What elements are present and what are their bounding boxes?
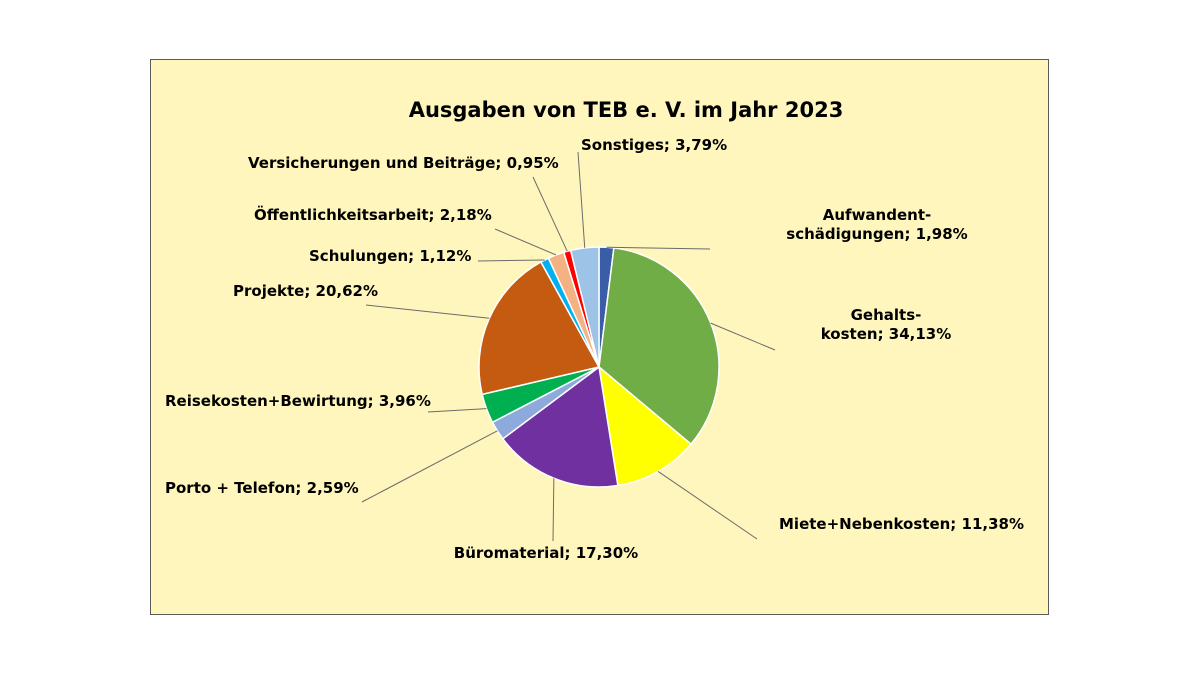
leader-line-1	[606, 246, 711, 250]
data-label-6: Reisekosten+Bewirtung; 3,96%	[165, 392, 431, 410]
leader-line-4	[552, 478, 555, 542]
data-label-11: Sonstiges; 3,79%	[581, 136, 727, 154]
data-label-2-line-1: Gehalts-	[851, 306, 922, 324]
data-label-8: Schulungen; 1,12%	[309, 247, 471, 265]
data-label-7: Projekte; 20,62%	[233, 282, 378, 300]
leader-line-11	[577, 151, 586, 248]
data-label-10: Versicherungen und Beiträge; 0,95%	[248, 154, 559, 172]
pie-slice-2	[598, 247, 720, 446]
pie-slices	[478, 246, 720, 488]
leader-line-9	[494, 228, 557, 256]
chart-title: Ausgaben von TEB e. V. im Jahr 2023	[409, 98, 844, 122]
leader-line-2	[710, 322, 776, 351]
leader-line-5	[361, 430, 498, 503]
leader-line-3	[657, 471, 758, 540]
data-labels: Aufwandent-schädigungen; 1,98% Gehalts-ko…	[165, 136, 1024, 562]
data-label-1-line-2: schädigungen; 1,98%	[786, 225, 967, 243]
leader-line-7	[365, 304, 490, 319]
data-label-3: Miete+Nebenkosten; 11,38%	[779, 515, 1024, 533]
data-label-2-line-2: kosten; 34,13%	[821, 325, 952, 343]
leader-line-10	[532, 176, 568, 252]
data-label-5: Porto + Telefon; 2,59%	[165, 479, 359, 497]
leader-lines	[361, 151, 776, 542]
pie-slice-4	[501, 365, 619, 488]
data-label-9: Öffentlichkeitsarbeit; 2,18%	[254, 205, 492, 224]
data-label-4: Büromaterial; 17,30%	[454, 544, 638, 562]
leader-line-8	[477, 259, 545, 262]
leader-line-6	[427, 408, 487, 413]
data-label-1-line-1: Aufwandent-	[823, 206, 931, 224]
